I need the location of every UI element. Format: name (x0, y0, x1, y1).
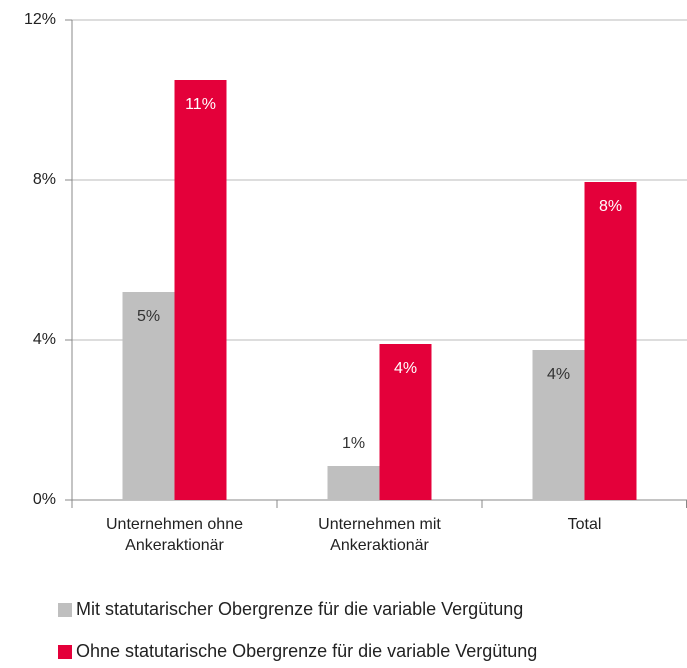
value-label: 8% (599, 198, 622, 215)
value-label: 11% (185, 96, 216, 113)
y-tick-label: 0% (33, 491, 56, 508)
value-label: 5% (137, 308, 160, 325)
bar (532, 350, 585, 500)
bar (379, 344, 432, 500)
legend-swatch (58, 603, 72, 617)
legend-label: Mit statutarischer Obergrenze für die va… (76, 599, 523, 619)
bar (122, 292, 175, 500)
legend-swatch (58, 645, 72, 659)
x-tick-label: Total (568, 516, 602, 533)
value-label: 4% (394, 360, 417, 377)
x-tick-label: Unternehmen ohne (106, 516, 243, 533)
bar (327, 466, 380, 500)
value-label: 1% (342, 435, 365, 452)
y-tick-label: 4% (33, 331, 56, 348)
x-tick-label: Unternehmen mit (318, 516, 441, 533)
bar (174, 80, 227, 500)
y-tick-label: 12% (24, 11, 56, 28)
bar (584, 182, 637, 500)
y-tick-label: 8% (33, 171, 56, 188)
x-tick-label: Ankeraktionär (330, 537, 429, 554)
value-label: 4% (547, 366, 570, 383)
legend-label: Ohne statutarische Obergrenze für die va… (76, 641, 537, 661)
x-tick-label: Ankeraktionär (125, 537, 224, 554)
